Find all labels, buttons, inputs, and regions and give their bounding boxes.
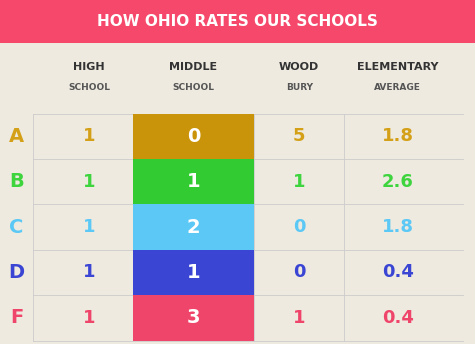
Text: 3: 3 (187, 308, 200, 327)
Text: 1: 1 (293, 309, 305, 327)
Text: 1.8: 1.8 (382, 127, 414, 145)
Text: HOW OHIO RATES OUR SCHOOLS: HOW OHIO RATES OUR SCHOOLS (97, 14, 378, 29)
Text: 1: 1 (187, 172, 200, 191)
Text: BURY: BURY (286, 83, 313, 92)
Text: 1: 1 (83, 218, 95, 236)
FancyBboxPatch shape (0, 0, 475, 43)
Text: 1: 1 (83, 173, 95, 191)
FancyBboxPatch shape (133, 295, 254, 341)
Text: A: A (9, 127, 24, 146)
Text: 2.6: 2.6 (382, 173, 414, 191)
Text: 1: 1 (83, 309, 95, 327)
Text: F: F (10, 308, 23, 327)
Text: HIGH: HIGH (73, 62, 105, 72)
Text: C: C (10, 217, 24, 237)
Text: 2: 2 (187, 217, 200, 237)
Text: 0: 0 (187, 127, 200, 146)
Text: 1: 1 (83, 127, 95, 145)
FancyBboxPatch shape (133, 159, 254, 204)
Text: 1: 1 (293, 173, 305, 191)
Text: 1: 1 (187, 263, 200, 282)
Text: ELEMENTARY: ELEMENTARY (357, 62, 438, 72)
Text: MIDDLE: MIDDLE (170, 62, 218, 72)
Text: 1.8: 1.8 (382, 218, 414, 236)
FancyBboxPatch shape (133, 114, 254, 159)
Text: WOOD: WOOD (279, 62, 319, 72)
Text: 0: 0 (293, 218, 305, 236)
FancyBboxPatch shape (133, 204, 254, 250)
Text: 0: 0 (293, 264, 305, 281)
Text: SCHOOL: SCHOOL (68, 83, 110, 92)
Text: 5: 5 (293, 127, 305, 145)
Text: 1: 1 (83, 264, 95, 281)
Text: B: B (9, 172, 24, 191)
Text: 0.4: 0.4 (382, 264, 414, 281)
Text: SCHOOL: SCHOOL (172, 83, 215, 92)
Text: 0.4: 0.4 (382, 309, 414, 327)
Text: D: D (9, 263, 25, 282)
Text: AVERAGE: AVERAGE (374, 83, 421, 92)
FancyBboxPatch shape (133, 250, 254, 295)
